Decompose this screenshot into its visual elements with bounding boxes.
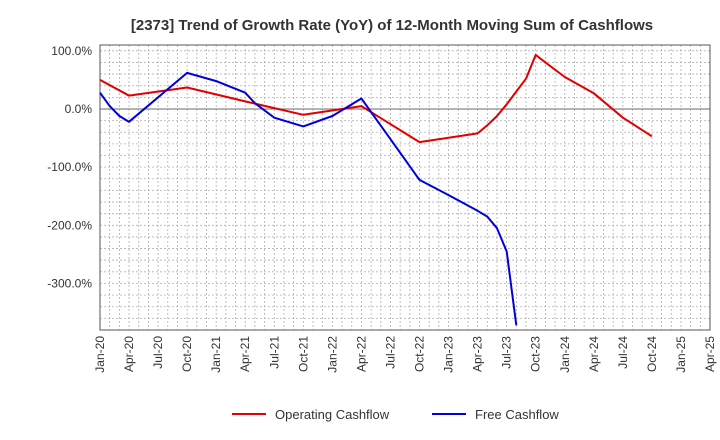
series-line-operating — [99, 53, 653, 144]
y-tick-label: 100.0% — [51, 44, 92, 58]
legend: Operating Cashflow Free Cashflow — [232, 407, 559, 422]
x-tick-label: Oct-21 — [296, 336, 310, 372]
y-tick-label: 0.0% — [65, 102, 93, 116]
chart-title: [2373] Trend of Growth Rate (YoY) of 12-… — [131, 17, 653, 34]
x-tick-label: Jul-22 — [383, 336, 397, 369]
x-tick-label: Jan-22 — [325, 336, 339, 373]
x-tick-label: Jan-20 — [93, 336, 107, 373]
x-tick-label: Apr-23 — [471, 336, 485, 372]
series-line-free — [99, 71, 518, 326]
x-tick-label: Jan-25 — [674, 336, 688, 373]
x-tick-label: Jan-24 — [558, 336, 572, 373]
x-tick-label: Jul-23 — [500, 336, 514, 369]
y-tick-label: -300.0% — [47, 276, 92, 290]
x-tick-label: Jan-23 — [442, 336, 456, 373]
x-tick-label: Jul-21 — [267, 336, 281, 369]
x-tick-label: Jul-20 — [151, 336, 165, 369]
x-tick-label: Apr-24 — [587, 336, 601, 372]
x-tick-label: Apr-21 — [238, 336, 252, 372]
y-tick-label: -100.0% — [47, 160, 92, 174]
x-tick-label: Apr-20 — [122, 336, 136, 372]
plot-frame — [99, 44, 711, 331]
x-tick-label: Jan-21 — [209, 336, 223, 373]
legend-label-free: Free Cashflow — [475, 407, 559, 422]
x-tick-label: Oct-22 — [413, 336, 427, 372]
legend-label-operating: Operating Cashflow — [275, 407, 390, 422]
x-tick-label: Jul-24 — [616, 336, 630, 369]
x-tick-label: Oct-23 — [529, 336, 543, 372]
x-tick-label: Apr-22 — [354, 336, 368, 372]
x-tick-label: Apr-25 — [703, 336, 717, 372]
x-tick-label: Oct-20 — [180, 336, 194, 372]
x-tick-label: Oct-24 — [645, 336, 659, 372]
y-tick-label: -200.0% — [47, 218, 92, 232]
plot-area: 100.0% 0.0% -100.0% -200.0% -300.0% Jan-20 Apr… — [47, 44, 717, 373]
